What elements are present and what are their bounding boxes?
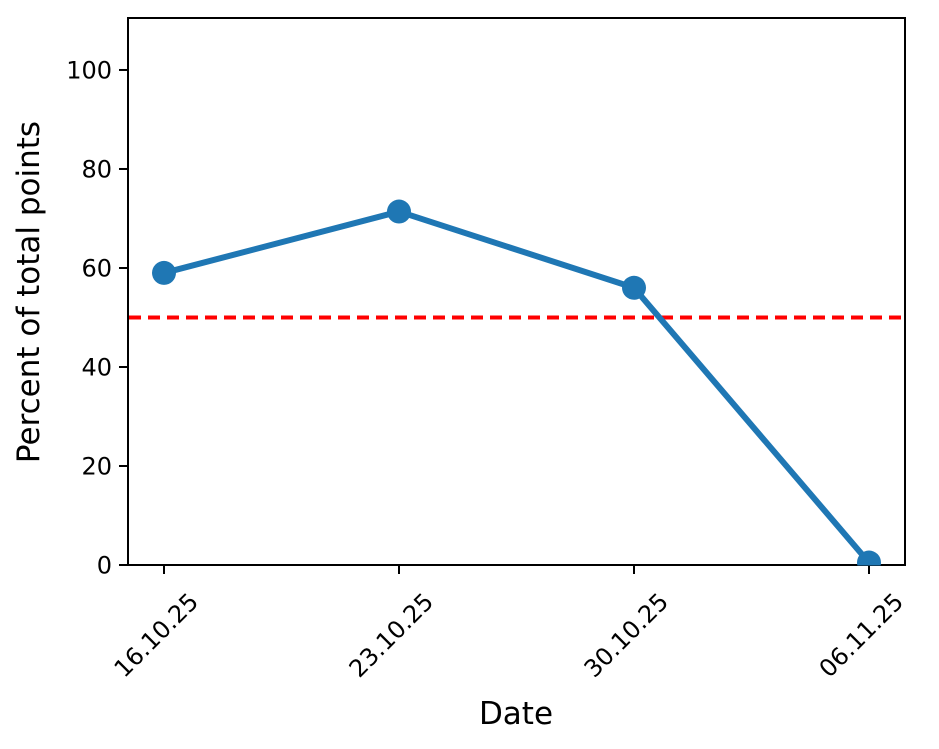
y-axis-label: Percent of total points [11, 121, 47, 463]
axis-ticks-layer: 0 20 40 60 80 100 16.10.25 23.10.25 30.10.25 06.1… [66, 56, 909, 683]
x-tick-label: 06.11.25 [814, 588, 909, 683]
y-tick-label: 0 [97, 552, 112, 580]
plot-area-border [127, 17, 906, 566]
data-point-marker [622, 275, 646, 300]
x-tick-label: 30.10.25 [579, 588, 674, 683]
y-tick-label: 80 [81, 155, 112, 183]
data-point-marker [152, 260, 176, 285]
y-tick-label: 40 [81, 353, 112, 381]
x-tick-label: 16.10.25 [109, 588, 204, 683]
series-line [163, 208, 872, 565]
x-tick-label: 23.10.25 [344, 588, 439, 683]
y-tick-label: 100 [66, 56, 112, 84]
data-point-marker [387, 199, 411, 224]
plot-data-layer [129, 199, 904, 566]
y-tick-label: 20 [81, 452, 112, 480]
y-tick-label: 60 [81, 254, 112, 282]
x-axis-label: Date [479, 696, 553, 732]
data-point-marker [857, 550, 881, 566]
